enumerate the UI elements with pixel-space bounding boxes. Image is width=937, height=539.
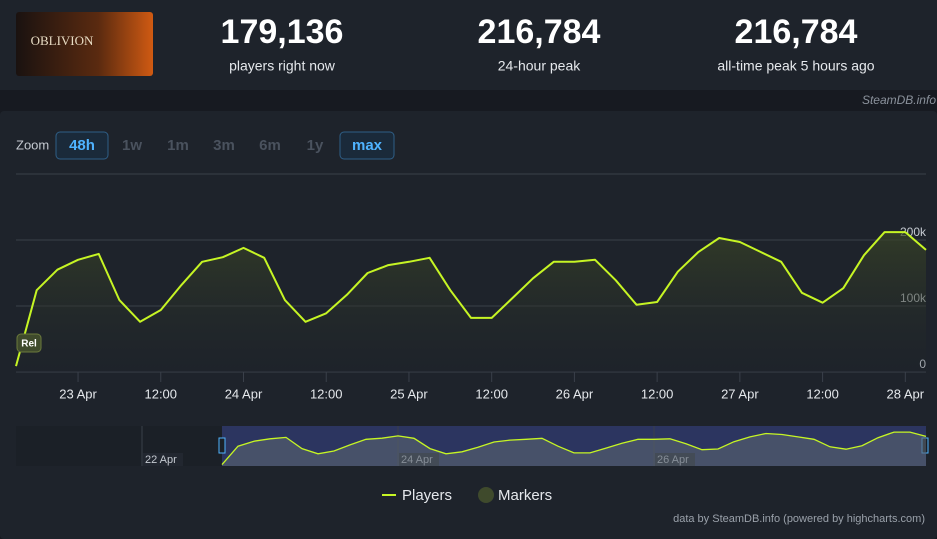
zoom-label: Zoom: [16, 137, 49, 152]
stat-value: 179,136: [221, 13, 344, 51]
zoom-button[interactable]: [55, 131, 109, 160]
zoom-option[interactable]: 1y: [307, 137, 324, 154]
marker-label: Rel: [21, 339, 37, 350]
header-panel: [0, 0, 937, 90]
stat-label: players right now: [229, 58, 336, 74]
zoom-button[interactable]: [339, 131, 395, 160]
x-tick-label: 27 Apr: [721, 386, 759, 401]
navigator-area: [222, 432, 926, 466]
game-logo: [16, 12, 153, 76]
x-tick-label: 12:00: [310, 386, 343, 401]
navigator-line: [221, 431, 927, 466]
source: SteamDB.info: [862, 93, 936, 107]
legend-entry[interactable]: Players: [402, 487, 452, 504]
x-tick-label: 24 Apr: [225, 386, 263, 401]
stat-label: 24-hour peak: [498, 58, 582, 74]
marker: [16, 333, 42, 353]
x-tick-label: 28 Apr: [887, 386, 925, 401]
zoom-option[interactable]: 1w: [122, 137, 142, 154]
line: [15, 231, 927, 367]
legend-marker: [478, 487, 494, 503]
x-tick-label: 23 Apr: [59, 386, 97, 401]
x-tick-label: 12:00: [806, 386, 839, 401]
x-tick-label: 25 Apr: [390, 386, 428, 401]
zoom-option[interactable]: 3m: [213, 137, 235, 154]
zoom-option[interactable]: 6m: [259, 137, 281, 154]
x-tick-label: 12:00: [641, 386, 674, 401]
legend-entry[interactable]: Markers: [498, 487, 552, 504]
stat-value: 216,784: [735, 13, 858, 51]
navigator-label-bg: [143, 453, 183, 466]
x-tick-label: 12:00: [475, 386, 508, 401]
navigator-label: 22 Apr: [145, 454, 177, 466]
zoom-option[interactable]: 1m: [167, 137, 189, 154]
x-tick-label: 26 Apr: [556, 386, 594, 401]
logo-text: OBLIVION: [31, 33, 94, 48]
x-tick-label: 12:00: [144, 386, 177, 401]
stat-label: all-time peak 5 hours ago: [717, 58, 874, 74]
zoom-option[interactable]: 48h: [69, 137, 95, 154]
zoom-option[interactable]: max: [352, 137, 383, 154]
stat-value: 216,784: [478, 13, 601, 51]
area-fill: [16, 232, 926, 372]
navigator-handle[interactable]: [218, 437, 226, 454]
credit[interactable]: data by SteamDB.info (powered by highcha…: [673, 513, 925, 525]
